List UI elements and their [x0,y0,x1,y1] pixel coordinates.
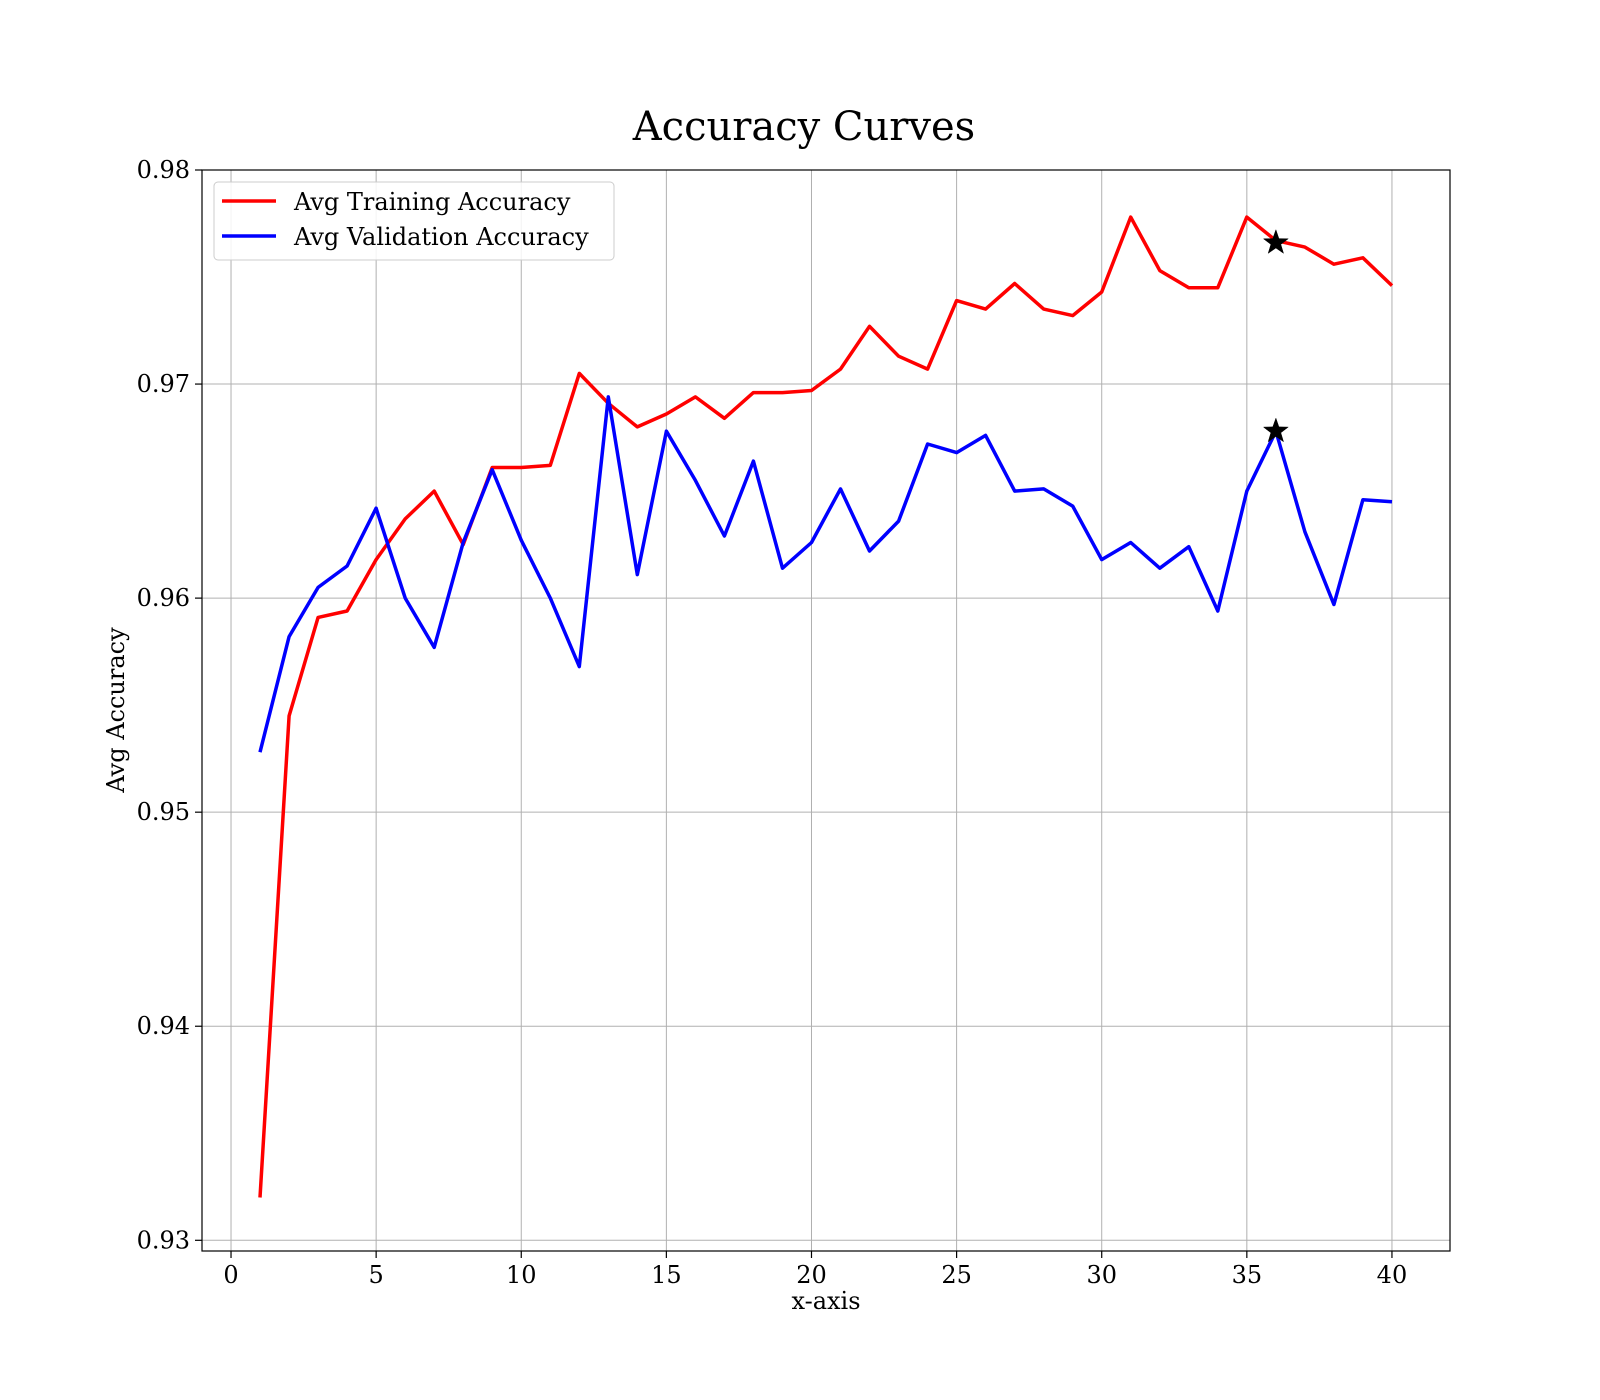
x-tick-label: 10 [506,1261,537,1289]
x-tick-label: 15 [651,1261,682,1289]
validation-accuracy-line [258,395,1393,753]
y-tick-label: 0.96 [137,584,190,612]
training-accuracy-line [258,215,1394,1198]
x-tick-label: 5 [368,1261,383,1289]
validation-best-star-marker [1262,417,1289,443]
legend-box [213,181,615,261]
axis-ticks: 0 5 10 15 20 25 30 35 40 0.93 0.94 0.95 0.96 0.97 0.98 [137,156,1408,1289]
y-axis-label: Avg Accuracy [102,627,130,794]
x-tick-label: 35 [1232,1261,1263,1289]
y-tick-label: 0.93 [137,1226,190,1254]
y-tick-label: 0.94 [137,1012,190,1040]
y-tick-label: 0.95 [137,798,190,826]
y-tick-label: 0.97 [137,370,190,398]
series-lines [258,215,1394,1198]
chart-title: Accuracy Curves [632,104,975,150]
x-tick-label: 0 [223,1261,238,1289]
x-tick-label: 40 [1377,1261,1408,1289]
legend-label-validation: Avg Validation Accuracy [293,223,589,251]
x-tick-label: 25 [941,1261,972,1289]
plot-frame [201,169,1451,1252]
x-tick-label: 30 [1086,1261,1117,1289]
training-best-star-marker [1262,229,1289,254]
y-tick-label: 0.98 [137,156,190,184]
legend: Avg Training Accuracy Avg Validation Acc… [213,181,615,261]
x-tick-label: 20 [796,1261,827,1289]
star-markers [1262,229,1289,443]
x-axis-label: x-axis [791,1287,860,1315]
legend-label-training: Avg Training Accuracy [293,188,571,216]
